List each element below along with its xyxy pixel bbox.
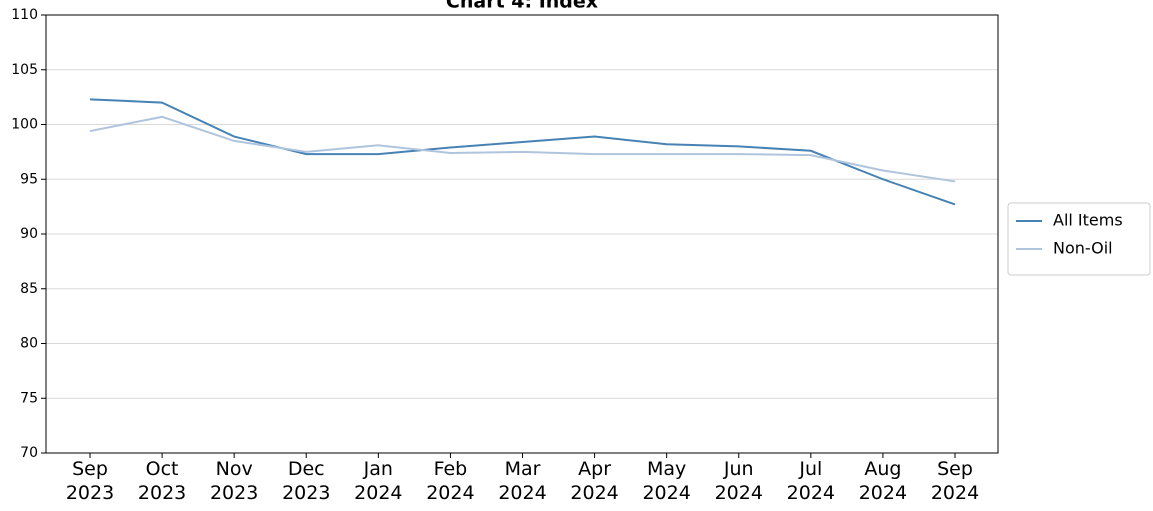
- x-tick-label: Sep 2023: [65, 458, 115, 504]
- x-tick-label: May 2024: [642, 458, 691, 504]
- y-tick-label: 85: [20, 281, 38, 297]
- legend-label: All Items: [1053, 211, 1123, 230]
- x-tick-label: Dec 2023: [282, 458, 331, 504]
- y-tick-label: 105: [11, 62, 38, 78]
- y-tick-label: 70: [20, 445, 38, 461]
- x-tick-label: Aug 2024: [858, 458, 908, 504]
- x-tick-label: Feb 2024: [426, 458, 475, 504]
- series-line: [89, 98, 956, 206]
- legend-box: [1007, 202, 1151, 276]
- y-tick-label: 110: [11, 7, 38, 23]
- x-tick-label: Jun 2024: [714, 458, 763, 504]
- x-tick-label: Jul 2024: [786, 458, 835, 504]
- legend-label: Non-Oil: [1053, 239, 1113, 258]
- series-line: [89, 115, 956, 183]
- chart-title: Chart 4: Index: [446, 0, 598, 13]
- y-tick-label: 100: [11, 117, 38, 133]
- x-tick-label: Sep 2024: [930, 458, 980, 504]
- y-tick-label: 80: [20, 336, 38, 352]
- y-tick-label: 75: [20, 390, 38, 406]
- y-tick-label: 95: [20, 171, 38, 187]
- x-tick-label: Oct 2023: [137, 458, 187, 504]
- x-tick-label: Nov 2023: [209, 458, 259, 504]
- x-tick-label: Mar 2024: [498, 458, 547, 504]
- x-tick-label: Apr 2024: [570, 458, 619, 504]
- x-tick-label: Jan 2024: [354, 458, 403, 504]
- y-tick-label: 90: [20, 226, 38, 242]
